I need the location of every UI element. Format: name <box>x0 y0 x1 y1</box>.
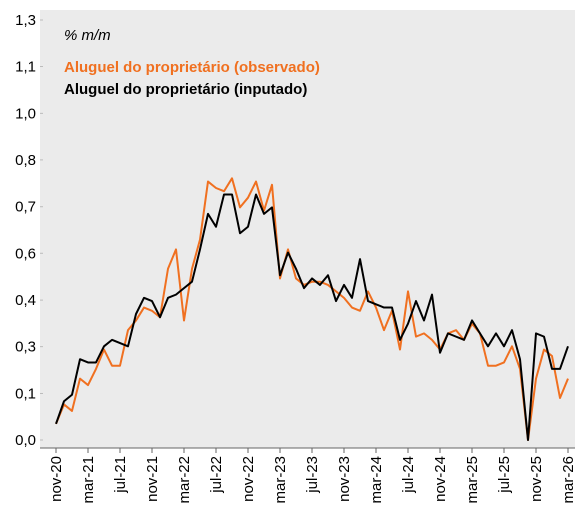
y-tick-label: 0,4 <box>15 292 36 309</box>
x-tick-label: mar-24 <box>368 456 385 504</box>
y-tick-label: 0,8 <box>15 152 36 169</box>
y-tick-label: 1,1 <box>15 59 36 76</box>
y-tick-label: 0,1 <box>15 385 36 402</box>
x-tick-label: mar-21 <box>80 456 97 504</box>
x-tick-label: jul-21 <box>112 456 129 494</box>
legend-entry: Aluguel do proprietário (observado) <box>64 59 320 76</box>
x-tick-label: jul-24 <box>400 456 417 494</box>
y-tick-label: 1,0 <box>15 105 36 122</box>
x-tick-label: mar-23 <box>272 456 289 504</box>
legend-entry: Aluguel do proprietário (inputado) <box>64 81 307 98</box>
x-tick-label: mar-26 <box>560 456 577 504</box>
data-line <box>55 177 569 441</box>
x-tick-label: nov-21 <box>144 456 161 502</box>
x-tick-label: nov-20 <box>48 456 65 502</box>
plot-background <box>40 10 575 448</box>
x-tick-label: jul-25 <box>496 456 513 494</box>
x-tick-label: mar-22 <box>176 456 193 504</box>
subtitle: % m/m <box>64 27 111 44</box>
y-tick-label: 0,7 <box>15 199 36 216</box>
x-tick-label: jul-22 <box>208 456 225 494</box>
data-line <box>55 193 569 441</box>
x-tick-label: nov-25 <box>528 456 545 502</box>
y-tick-label: 0,6 <box>15 245 36 262</box>
y-tick-label: 0,0 <box>15 432 36 449</box>
y-tick-label: 1,3 <box>15 12 36 29</box>
y-tick-label: 0,3 <box>15 339 36 356</box>
x-tick-label: nov-23 <box>336 456 353 502</box>
legend: Aluguel do proprietário (observado) Alugu… <box>64 59 320 98</box>
x-tick-label: nov-22 <box>240 456 257 502</box>
x-tick-label: nov-24 <box>432 456 449 502</box>
x-tick-label: jul-23 <box>304 456 321 494</box>
x-tick-label: mar-25 <box>464 456 481 504</box>
